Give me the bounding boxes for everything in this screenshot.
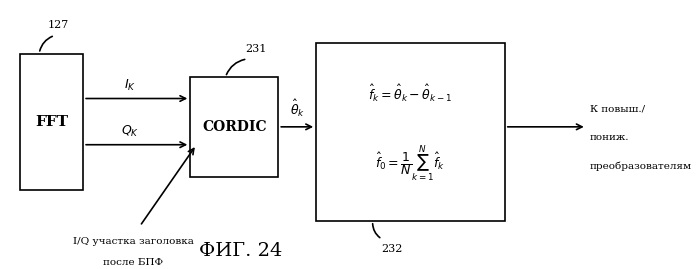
- Text: 232: 232: [381, 245, 402, 254]
- Text: $\hat{f}_0 = \dfrac{1}{N}\sum_{k=1}^{N} \hat{f}_k$: $\hat{f}_0 = \dfrac{1}{N}\sum_{k=1}^{N} …: [375, 144, 445, 184]
- Text: пониж.: пониж.: [590, 133, 629, 142]
- Text: $I_K$: $I_K$: [124, 78, 136, 93]
- Text: $\hat{\theta}_k$: $\hat{\theta}_k$: [289, 98, 305, 119]
- Text: CORDIC: CORDIC: [202, 120, 266, 134]
- FancyBboxPatch shape: [316, 43, 505, 221]
- Text: FFT: FFT: [35, 115, 69, 129]
- FancyBboxPatch shape: [20, 54, 83, 190]
- Text: после БПФ: после БПФ: [103, 257, 164, 267]
- Text: ФИГ. 24: ФИГ. 24: [199, 242, 282, 260]
- Text: I/Q участка заголовка: I/Q участка заголовка: [73, 237, 194, 246]
- Text: $\hat{f}_k = \hat{\theta}_k - \hat{\theta}_{k-1}$: $\hat{f}_k = \hat{\theta}_k - \hat{\thet…: [368, 82, 452, 104]
- Text: 231: 231: [245, 44, 267, 54]
- FancyBboxPatch shape: [190, 77, 278, 176]
- Text: 127: 127: [48, 20, 69, 30]
- Text: $Q_K$: $Q_K$: [122, 124, 140, 140]
- Text: К повыш./: К повыш./: [590, 104, 645, 113]
- Text: преобразователям: преобразователям: [590, 161, 692, 171]
